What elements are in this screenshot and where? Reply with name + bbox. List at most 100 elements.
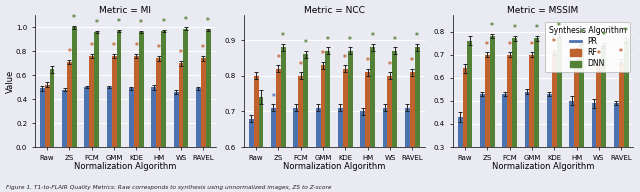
Text: *: * (184, 16, 188, 25)
Title: Metric = MSSIM: Metric = MSSIM (508, 6, 579, 15)
Bar (338, 108, 343, 147)
Text: *: * (112, 42, 116, 51)
Bar (271, 108, 276, 147)
Bar (316, 108, 321, 147)
Bar (129, 88, 134, 147)
Text: *: * (321, 50, 325, 59)
Y-axis label: Value: Value (6, 70, 15, 93)
Text: *: * (415, 32, 419, 41)
Bar (321, 65, 326, 147)
Bar (161, 31, 166, 147)
Text: *: * (202, 44, 205, 53)
Text: *: * (206, 17, 210, 26)
Text: *: * (485, 41, 489, 50)
Bar (525, 92, 529, 147)
Text: *: * (508, 41, 511, 50)
Bar (107, 87, 111, 147)
Bar (94, 32, 99, 147)
Bar (179, 63, 184, 147)
Text: *: * (344, 54, 348, 63)
Text: *: * (388, 61, 392, 70)
Bar (614, 103, 619, 147)
Text: *: * (513, 25, 516, 33)
Text: *: * (602, 31, 605, 41)
Text: *: * (552, 38, 556, 47)
Bar (253, 76, 259, 147)
Bar (62, 90, 67, 147)
Legend: PR, RF, DNN: PR, RF, DNN (545, 22, 630, 72)
Text: *: * (410, 57, 414, 66)
Bar (201, 58, 206, 147)
Bar (591, 103, 596, 147)
Bar (467, 41, 472, 147)
Text: *: * (303, 39, 308, 48)
Bar (387, 76, 392, 147)
Text: *: * (95, 19, 99, 28)
Text: *: * (530, 41, 534, 50)
Text: *: * (117, 18, 121, 27)
Bar (151, 87, 156, 147)
Bar (360, 111, 365, 147)
X-axis label: Normalization Algorithm: Normalization Algorithm (492, 162, 595, 171)
Bar (512, 38, 517, 147)
Bar (596, 66, 602, 147)
Text: *: * (282, 32, 285, 41)
Bar (619, 62, 623, 147)
Text: *: * (371, 32, 374, 41)
Text: *: * (299, 61, 303, 70)
Bar (490, 36, 495, 147)
Title: Metric = NCC: Metric = NCC (304, 6, 365, 15)
Bar (365, 72, 370, 147)
Bar (392, 51, 397, 147)
Bar (90, 56, 94, 147)
Bar (370, 47, 375, 147)
Bar (249, 119, 253, 147)
Bar (184, 28, 188, 147)
Bar (458, 117, 463, 147)
Bar (507, 55, 512, 147)
Text: Figure 1. T1-to-FLAIR Quality Metrics: Raw corresponds to synthesis using unnorm: Figure 1. T1-to-FLAIR Quality Metrics: R… (6, 185, 332, 190)
Text: *: * (490, 22, 494, 31)
Bar (196, 88, 201, 147)
Text: *: * (348, 36, 352, 45)
Bar (206, 30, 211, 147)
Bar (480, 94, 485, 147)
Text: *: * (134, 42, 138, 51)
Bar (116, 31, 122, 147)
Bar (40, 88, 45, 147)
Text: *: * (276, 54, 280, 63)
Bar (303, 55, 308, 147)
Text: *: * (72, 14, 76, 23)
Bar (557, 36, 562, 147)
Text: *: * (67, 48, 71, 57)
Bar (534, 38, 540, 147)
Bar (569, 101, 574, 147)
Text: *: * (90, 42, 93, 51)
Bar (383, 108, 387, 147)
Bar (485, 55, 490, 147)
Text: *: * (575, 48, 579, 57)
Bar (602, 45, 606, 147)
Text: *: * (557, 22, 561, 31)
Bar (579, 43, 584, 147)
Bar (298, 76, 303, 147)
Text: *: * (271, 93, 275, 102)
Text: *: * (620, 48, 623, 57)
Bar (410, 72, 415, 147)
Bar (276, 69, 281, 147)
Bar (293, 108, 298, 147)
Bar (156, 58, 161, 147)
Bar (405, 108, 410, 147)
Bar (326, 51, 330, 147)
Bar (502, 94, 507, 147)
Text: *: * (365, 57, 369, 66)
Text: *: * (179, 49, 183, 58)
X-axis label: Normalization Algorithm: Normalization Algorithm (283, 162, 385, 171)
Text: *: * (326, 36, 330, 45)
Bar (45, 85, 49, 147)
Text: *: * (624, 27, 628, 36)
Bar (623, 41, 628, 147)
Bar (84, 87, 90, 147)
Bar (173, 92, 179, 147)
Bar (134, 56, 139, 147)
